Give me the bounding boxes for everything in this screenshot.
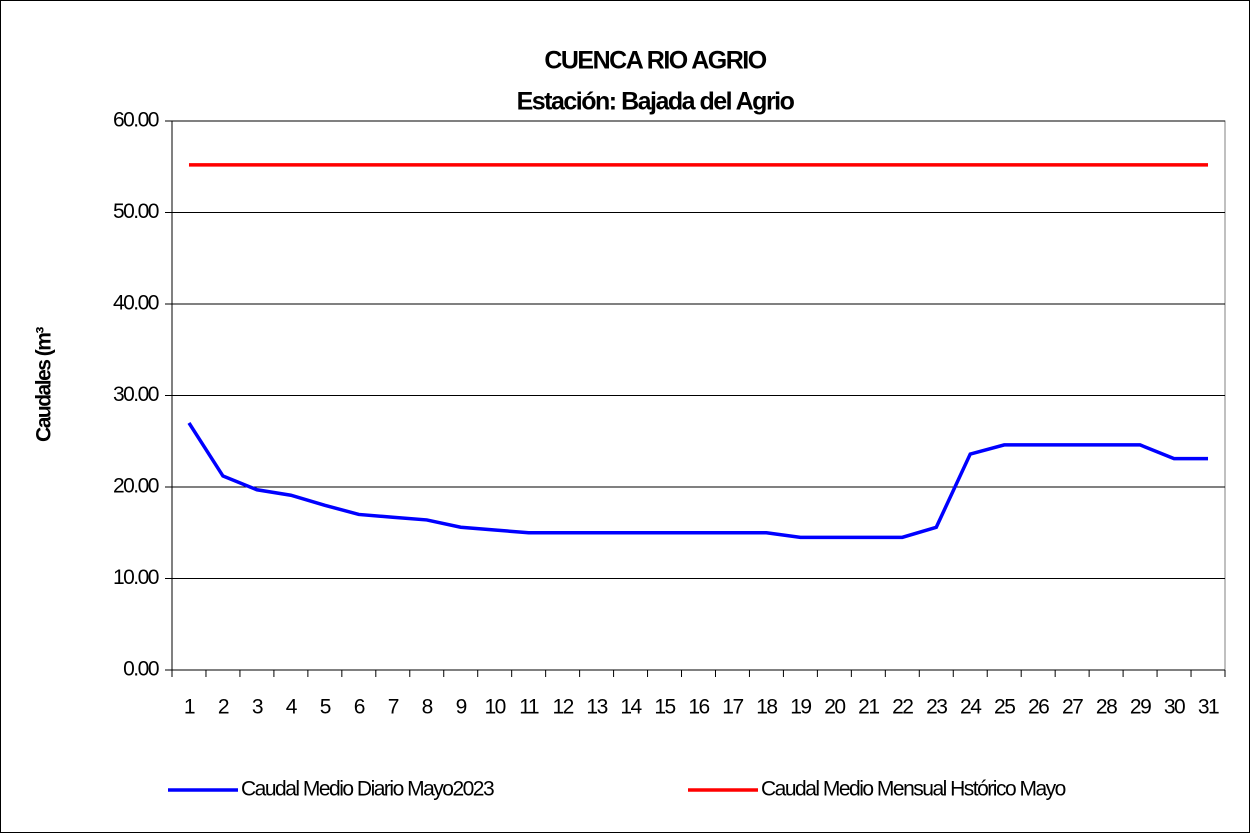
y-tick-label: 60.00: [113, 109, 159, 132]
x-tick-label: 25: [994, 696, 1015, 719]
x-tick-label: 19: [790, 696, 811, 719]
x-tick-label: 13: [586, 696, 607, 719]
x-tick-label: 3: [252, 696, 263, 719]
x-tick-label: 20: [824, 696, 845, 719]
x-tick-label: 1: [184, 696, 195, 719]
chart-title: CUENCA RIO AGRIO: [544, 47, 766, 75]
y-tick-label: 10.00: [113, 566, 159, 589]
x-tick-label: 4: [286, 696, 298, 719]
y-tick-label: 50.00: [113, 200, 159, 223]
y-tick-label: 20.00: [113, 475, 159, 498]
x-tick-label: 15: [654, 696, 675, 719]
x-tick-label: 8: [422, 696, 433, 719]
x-tick-label: 10: [485, 696, 506, 719]
x-tick-label: 14: [620, 696, 642, 719]
x-tick-label: 27: [1062, 696, 1083, 719]
legend-label: Caudal Medio Diario Mayo2023: [241, 778, 494, 801]
x-tick-label: 11: [519, 696, 539, 719]
series-line: [187, 422, 1209, 540]
x-tick-label: 9: [456, 696, 467, 719]
x-tick-label: 16: [688, 696, 709, 719]
y-tick-label: 30.00: [113, 383, 159, 406]
x-tick-label: 31: [1198, 696, 1219, 719]
x-tick-label: 7: [388, 696, 399, 719]
x-tick-label: 6: [354, 696, 365, 719]
x-tick-label: 28: [1096, 696, 1117, 719]
x-tick-label: 12: [552, 696, 573, 719]
x-tick-label: 26: [1028, 696, 1049, 719]
x-tick-label: 18: [756, 696, 777, 719]
y-axis-label: Caudales (m³: [33, 327, 56, 442]
x-tick-label: 22: [892, 696, 913, 719]
x-tick-label: 17: [722, 696, 743, 719]
x-tick-label: 29: [1130, 696, 1151, 719]
x-tick-label: 21: [858, 696, 879, 719]
x-tick-label: 2: [218, 696, 229, 719]
y-tick-label: 0.00: [123, 658, 159, 681]
x-tick-label: 30: [1164, 696, 1185, 719]
legend-label: Caudal Medio Mensual Hstórico Mayo: [761, 778, 1066, 801]
x-tick-label: 24: [960, 696, 982, 719]
y-tick-label: 40.00: [113, 292, 159, 315]
x-tick-label: 5: [320, 696, 331, 719]
x-tick-label: 23: [926, 696, 947, 719]
chart-subtitle: Estación: Bajada del Agrio: [517, 88, 795, 116]
